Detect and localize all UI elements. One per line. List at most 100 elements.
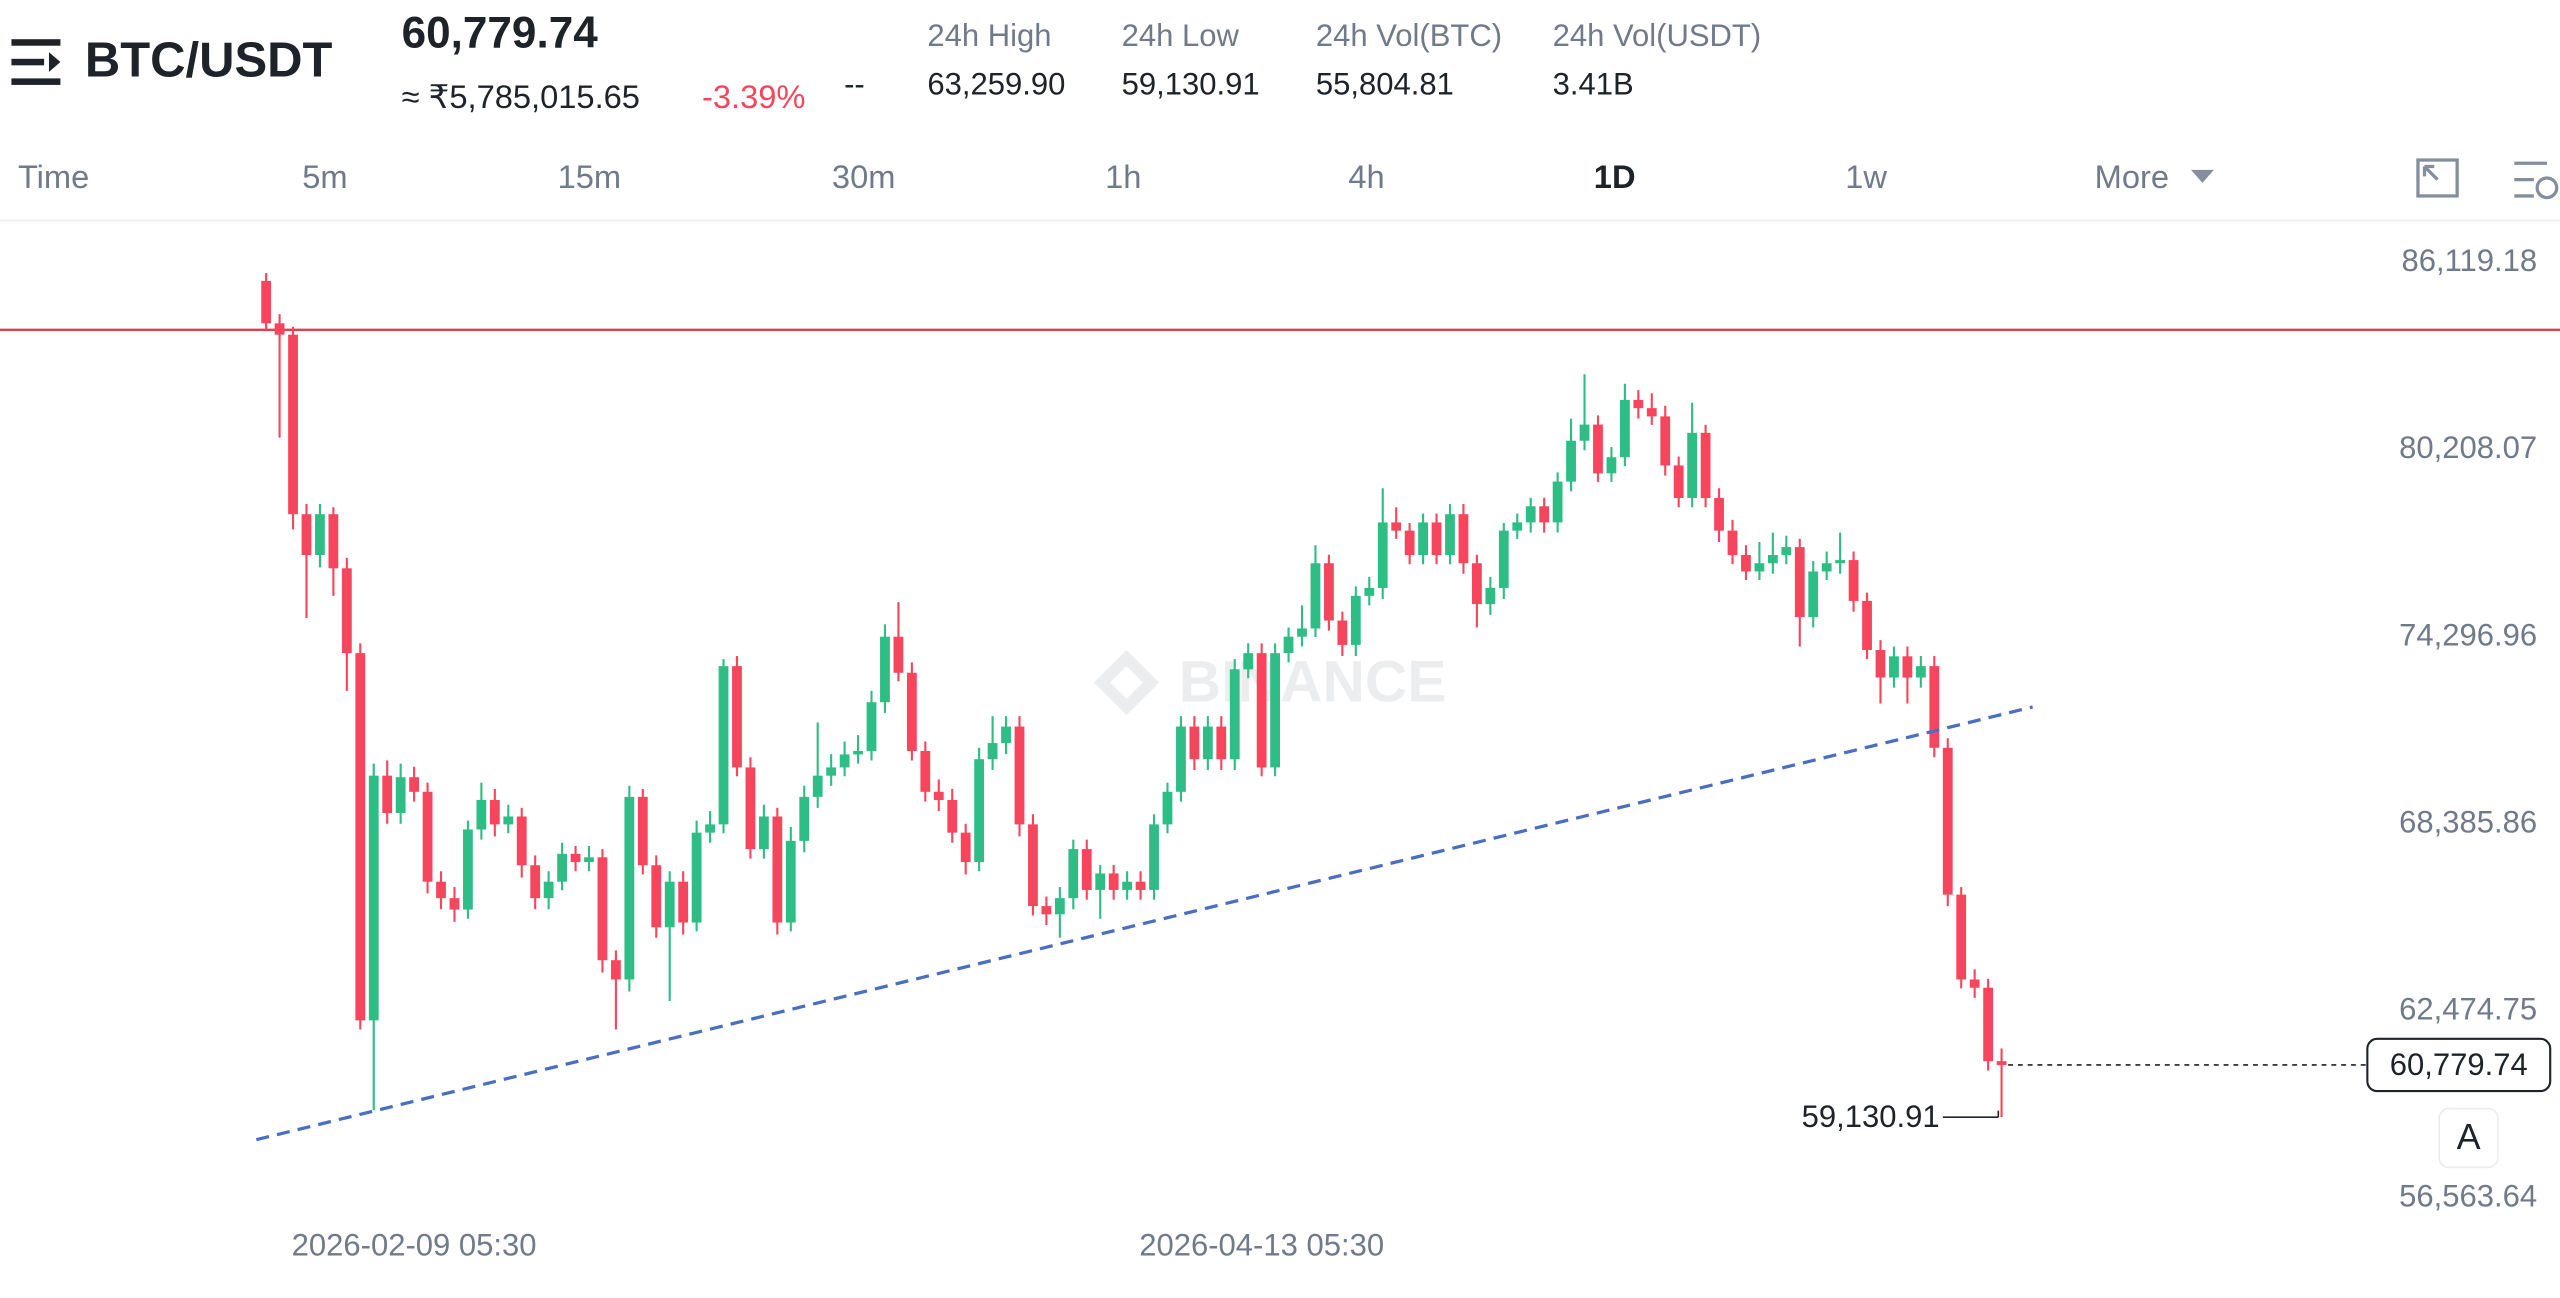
- candle-body: [745, 767, 756, 850]
- y-tick-label: 68,385.86: [2399, 804, 2537, 839]
- candle-body: [1458, 514, 1469, 564]
- candle-body: [974, 759, 985, 863]
- candle-body: [1418, 522, 1428, 556]
- interval-tab[interactable]: 4h: [1348, 158, 1384, 195]
- fiat-price: ≈ ₹5,785,015.65: [402, 78, 640, 115]
- interval-tab[interactable]: 5m: [302, 158, 347, 195]
- candle-body: [288, 334, 298, 515]
- candle-body: [947, 800, 958, 833]
- candle-body: [1606, 457, 1617, 474]
- interval-tab[interactable]: 1D: [1594, 158, 1636, 195]
- interval-tab[interactable]: 30m: [832, 158, 896, 195]
- candle-body: [1996, 1061, 2007, 1065]
- interval-tab[interactable]: More: [2095, 158, 2169, 195]
- candle-body: [355, 653, 366, 1021]
- candle-body: [570, 853, 581, 863]
- candle-body: [1001, 726, 1011, 744]
- candle-body: [476, 800, 487, 830]
- candle-body: [1525, 506, 1536, 523]
- trendline: [255, 705, 2034, 1142]
- candle-body: [1942, 747, 1953, 895]
- candle-body: [1122, 881, 1133, 890]
- candle-body: [853, 750, 863, 755]
- stat-label: 24h Vol(USDT): [1553, 18, 1762, 53]
- candle-body: [395, 777, 406, 814]
- candle-body: [1633, 399, 1644, 409]
- candle-body: [1350, 595, 1361, 645]
- candle-body: [1862, 600, 1872, 650]
- candle-body: [624, 796, 635, 980]
- candle-body: [1068, 849, 1079, 899]
- candle-body: [1256, 653, 1267, 768]
- candle-body: [328, 514, 339, 569]
- candle-body: [1149, 824, 1159, 890]
- candle-body: [826, 767, 837, 776]
- interval-tab[interactable]: Time: [18, 158, 89, 195]
- chart-tools: [2416, 158, 2559, 200]
- candle-body: [1216, 726, 1227, 760]
- candle-body: [543, 881, 554, 899]
- candle-body: [1794, 547, 1805, 618]
- candle-body: [1364, 587, 1375, 596]
- fullscreen-icon[interactable]: [2416, 158, 2459, 198]
- candle-body: [557, 853, 567, 882]
- candle-body: [1472, 563, 1482, 605]
- candle-body: [1041, 906, 1052, 915]
- candle-body: [705, 824, 715, 833]
- candle-body: [1566, 440, 1576, 482]
- menu-icon[interactable]: [11, 39, 61, 85]
- candle-body: [866, 702, 877, 751]
- candle-body: [503, 816, 514, 825]
- interval-tab[interactable]: 1h: [1105, 158, 1141, 195]
- candle-body: [1189, 726, 1200, 760]
- stat-value: 63,259.90: [927, 67, 1065, 102]
- candle-body: [1297, 628, 1307, 637]
- candle-body: [1014, 726, 1025, 825]
- candle-body: [1593, 424, 1603, 474]
- candle-body: [1539, 506, 1550, 523]
- candle-body: [1229, 669, 1240, 760]
- low-label: 59,130.91: [1802, 1099, 1940, 1134]
- candle-body: [664, 881, 675, 928]
- candle-body: [718, 666, 729, 825]
- y-tick-label: 74,296.96: [2399, 617, 2537, 652]
- candle-body: [1512, 522, 1523, 531]
- scale-mode-button[interactable]: [2438, 1107, 2499, 1169]
- candle-body: [315, 514, 325, 556]
- settings-icon[interactable]: [2514, 161, 2559, 200]
- candle-body: [436, 881, 446, 899]
- candle-body: [1781, 547, 1792, 556]
- candle-body: [1243, 653, 1254, 670]
- candle-body: [637, 796, 648, 866]
- candle-body: [1767, 555, 1778, 564]
- y-tick-label: 56,563.64: [2399, 1179, 2537, 1214]
- candle-body: [1431, 522, 1442, 556]
- candle-body: [274, 323, 285, 335]
- candle-body: [960, 832, 971, 863]
- candle-body: [880, 636, 890, 703]
- dropdown-arrow: [2191, 169, 2214, 183]
- candle-body: [368, 775, 379, 1021]
- candle-body: [987, 743, 998, 760]
- candle-body: [1835, 560, 1846, 564]
- candle-body: [1727, 530, 1738, 556]
- candle-body: [1404, 530, 1415, 556]
- candle-body: [261, 280, 272, 324]
- candle-body: [785, 840, 796, 923]
- candle-body: [584, 857, 594, 863]
- candle-body: [1202, 726, 1213, 760]
- candle-body: [1095, 873, 1106, 890]
- y-tick-label: 62,474.75: [2399, 992, 2537, 1027]
- candle-body: [1108, 873, 1119, 890]
- candle-body: [1579, 424, 1590, 441]
- x-tick-label: 2026-04-13 05:30: [1139, 1228, 1384, 1263]
- candle-body: [1700, 432, 1711, 499]
- interval-tab[interactable]: 15m: [558, 158, 622, 195]
- candle-body: [1754, 563, 1765, 572]
- symbol[interactable]: BTC/USDT: [85, 34, 333, 88]
- interval-tab[interactable]: 1w: [1845, 158, 1887, 195]
- candle-body: [463, 829, 473, 910]
- stat-label: 24h Low: [1122, 18, 1240, 53]
- candle-body: [678, 881, 689, 923]
